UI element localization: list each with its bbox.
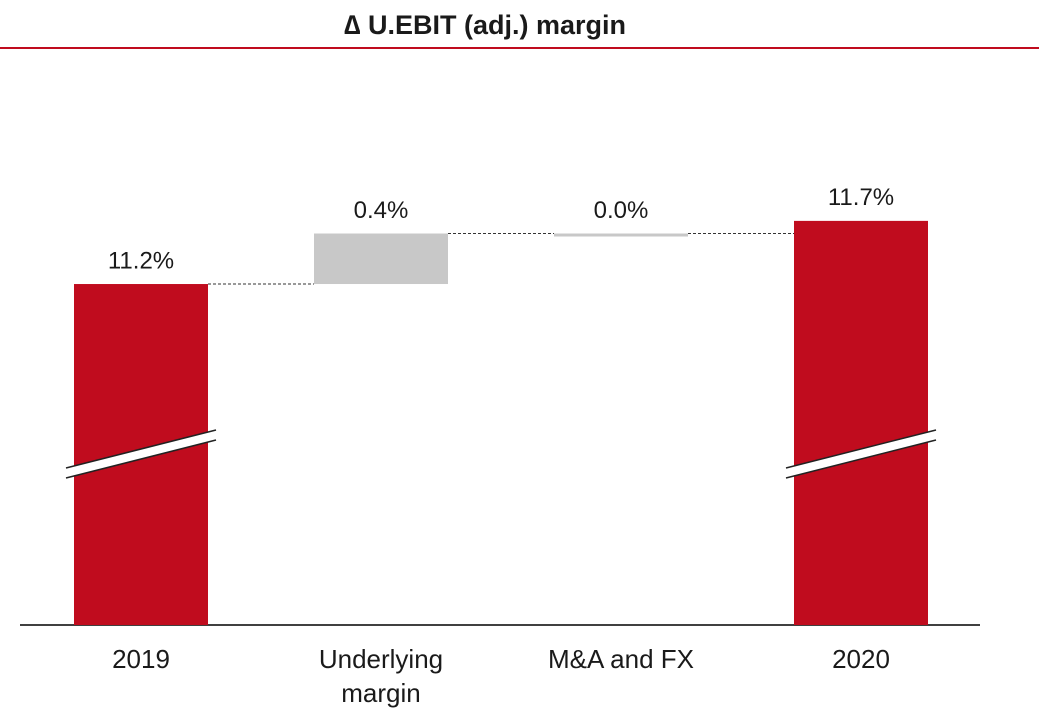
- chart-title: ∆ U.EBIT (adj.) margin: [344, 10, 626, 40]
- value-label: 11.2%: [108, 247, 174, 274]
- axis-break-line: [785, 439, 937, 479]
- x-tick-label: M&A and FX: [548, 644, 694, 674]
- bar: [794, 220, 928, 625]
- x-tick-label: 2019: [112, 644, 170, 674]
- axis-break-line: [785, 429, 937, 469]
- value-label: 0.0%: [594, 197, 649, 224]
- value-label: 0.4%: [354, 197, 409, 224]
- value-label: 11.7%: [828, 184, 894, 211]
- axis-break-line: [65, 439, 217, 479]
- bar: [314, 233, 448, 285]
- x-tick-label: 2020: [832, 644, 890, 674]
- axis-break-line: [65, 429, 217, 469]
- axis-break: [66, 430, 216, 478]
- bar: [554, 233, 688, 237]
- x-tick-label: Underlying margin: [318, 644, 444, 708]
- axis-break: [786, 430, 936, 478]
